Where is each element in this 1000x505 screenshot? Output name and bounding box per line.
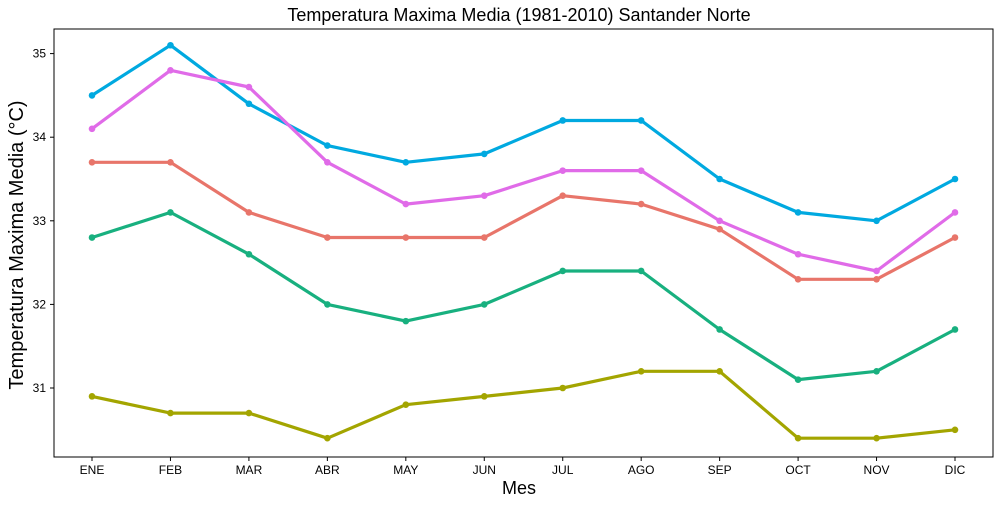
- data-point: [167, 41, 174, 49]
- data-point: [167, 67, 174, 74]
- x-tick-label: FEB: [159, 463, 182, 477]
- x-tick-label: NOV: [864, 463, 890, 477]
- series-line: [90, 210, 957, 382]
- x-tick-label: OCT: [785, 463, 811, 477]
- data-point: [716, 225, 723, 233]
- x-tick-label: MAR: [236, 463, 263, 477]
- data-point: [167, 158, 174, 166]
- data-point: [637, 117, 645, 124]
- data-point: [402, 200, 410, 208]
- x-tick-label: DIC: [945, 463, 966, 477]
- data-point: [794, 434, 802, 442]
- plot-panel-border: [53, 28, 994, 458]
- x-tick-label: SEP: [708, 463, 732, 477]
- series-3: [88, 158, 959, 283]
- y-tick-label: 35: [33, 47, 47, 61]
- x-tick-label: JUL: [552, 463, 574, 477]
- data-point: [873, 367, 880, 375]
- data-point: [637, 367, 645, 375]
- data-point: [402, 317, 410, 325]
- data-point: [245, 209, 253, 216]
- x-axis: ENE FEB MAR ABR MAY JUN JUL AGO SEP OCT NOV DIC: [80, 457, 966, 477]
- data-point: [480, 393, 488, 400]
- data-point: [716, 326, 723, 333]
- x-tick-label: ABR: [315, 463, 340, 477]
- data-point: [480, 234, 488, 241]
- series-2: [88, 67, 959, 275]
- x-tick-label: JUN: [473, 463, 496, 477]
- data-point: [480, 301, 488, 308]
- data-point: [402, 158, 410, 166]
- y-tick-label: 31: [33, 381, 47, 395]
- data-point: [559, 167, 567, 174]
- y-axis: 31 32 33 34 35: [33, 47, 54, 395]
- data-point: [951, 234, 959, 241]
- series-line: [90, 369, 957, 440]
- y-axis-label: Temperatura Maxima Media (°C): [6, 100, 28, 389]
- data-point: [559, 192, 567, 200]
- series-5: [88, 367, 959, 442]
- data-point: [637, 200, 645, 208]
- data-point: [716, 217, 723, 225]
- x-tick-label: AGO: [628, 463, 655, 477]
- data-point: [245, 83, 253, 91]
- series-line: [90, 160, 957, 281]
- chart-title: Temperatura Maxima Media (1981-2010) San…: [287, 5, 750, 25]
- data-point: [873, 276, 880, 283]
- data-point: [794, 376, 802, 383]
- x-tick-label: ENE: [80, 463, 105, 477]
- data-point: [951, 175, 959, 183]
- data-point: [167, 409, 174, 417]
- data-point: [873, 217, 880, 225]
- data-point: [559, 117, 567, 124]
- data-point: [559, 384, 567, 392]
- data-point: [794, 209, 802, 216]
- data-point: [402, 401, 410, 409]
- data-point: [245, 250, 253, 258]
- data-point: [559, 267, 567, 275]
- data-point: [951, 426, 959, 434]
- data-point: [637, 167, 645, 174]
- data-point: [245, 409, 253, 417]
- x-axis-label: Mes: [502, 478, 536, 498]
- data-point: [245, 100, 253, 108]
- data-point: [324, 234, 331, 241]
- data-point: [88, 125, 96, 133]
- data-point: [167, 209, 174, 216]
- series-1: [88, 41, 959, 225]
- data-point: [637, 267, 645, 275]
- data-point: [402, 234, 410, 241]
- data-point: [951, 209, 959, 216]
- data-point: [324, 158, 331, 166]
- data-point: [88, 234, 96, 241]
- series-line: [90, 68, 957, 273]
- data-point: [480, 150, 488, 158]
- data-point: [88, 92, 96, 99]
- data-point: [324, 142, 331, 149]
- y-tick-label: 33: [33, 214, 47, 228]
- data-point: [324, 301, 331, 308]
- data-point: [716, 367, 723, 375]
- series-layer: [88, 41, 959, 442]
- data-point: [873, 434, 880, 442]
- y-tick-label: 32: [33, 297, 47, 311]
- data-point: [88, 393, 96, 400]
- series-line: [90, 43, 957, 223]
- y-tick-label: 34: [33, 130, 47, 144]
- data-point: [324, 434, 331, 442]
- data-point: [794, 250, 802, 258]
- data-point: [716, 175, 723, 183]
- data-point: [873, 267, 880, 275]
- series-4: [88, 209, 959, 383]
- data-point: [480, 192, 488, 200]
- x-tick-label: MAY: [393, 463, 418, 477]
- data-point: [88, 158, 96, 166]
- data-point: [794, 276, 802, 283]
- data-point: [951, 326, 959, 333]
